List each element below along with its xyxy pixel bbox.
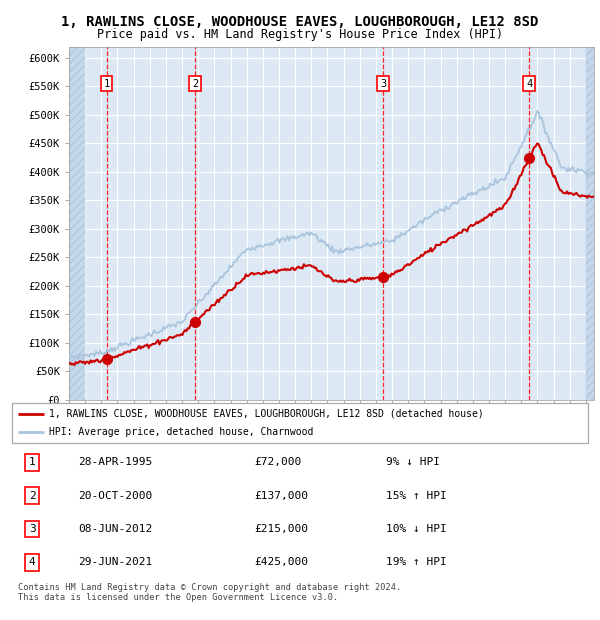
Text: 4: 4 (29, 557, 35, 567)
Text: 3: 3 (380, 79, 386, 89)
Text: 1, RAWLINS CLOSE, WOODHOUSE EAVES, LOUGHBOROUGH, LE12 8SD (detached house): 1, RAWLINS CLOSE, WOODHOUSE EAVES, LOUGH… (49, 409, 484, 419)
Text: 1: 1 (29, 458, 35, 467)
Text: 20-OCT-2000: 20-OCT-2000 (78, 490, 152, 501)
Text: 4: 4 (526, 79, 532, 89)
Text: £425,000: £425,000 (254, 557, 308, 567)
Text: 19% ↑ HPI: 19% ↑ HPI (386, 557, 447, 567)
Text: £215,000: £215,000 (254, 524, 308, 534)
Text: Contains HM Land Registry data © Crown copyright and database right 2024.
This d: Contains HM Land Registry data © Crown c… (18, 583, 401, 602)
Text: 3: 3 (29, 524, 35, 534)
Text: 1, RAWLINS CLOSE, WOODHOUSE EAVES, LOUGHBOROUGH, LE12 8SD: 1, RAWLINS CLOSE, WOODHOUSE EAVES, LOUGH… (61, 16, 539, 30)
Text: 08-JUN-2012: 08-JUN-2012 (78, 524, 152, 534)
Text: Price paid vs. HM Land Registry's House Price Index (HPI): Price paid vs. HM Land Registry's House … (97, 28, 503, 41)
Text: £72,000: £72,000 (254, 458, 301, 467)
Text: 15% ↑ HPI: 15% ↑ HPI (386, 490, 447, 501)
Text: 29-JUN-2021: 29-JUN-2021 (78, 557, 152, 567)
Text: 2: 2 (192, 79, 198, 89)
Text: HPI: Average price, detached house, Charnwood: HPI: Average price, detached house, Char… (49, 427, 314, 438)
Bar (586, 46, 594, 400)
Text: 1: 1 (104, 79, 110, 89)
Text: 28-APR-1995: 28-APR-1995 (78, 458, 152, 467)
Bar (69, 46, 85, 400)
Text: 10% ↓ HPI: 10% ↓ HPI (386, 524, 447, 534)
Text: £137,000: £137,000 (254, 490, 308, 501)
Text: 2: 2 (29, 490, 35, 501)
Text: 9% ↓ HPI: 9% ↓ HPI (386, 458, 440, 467)
